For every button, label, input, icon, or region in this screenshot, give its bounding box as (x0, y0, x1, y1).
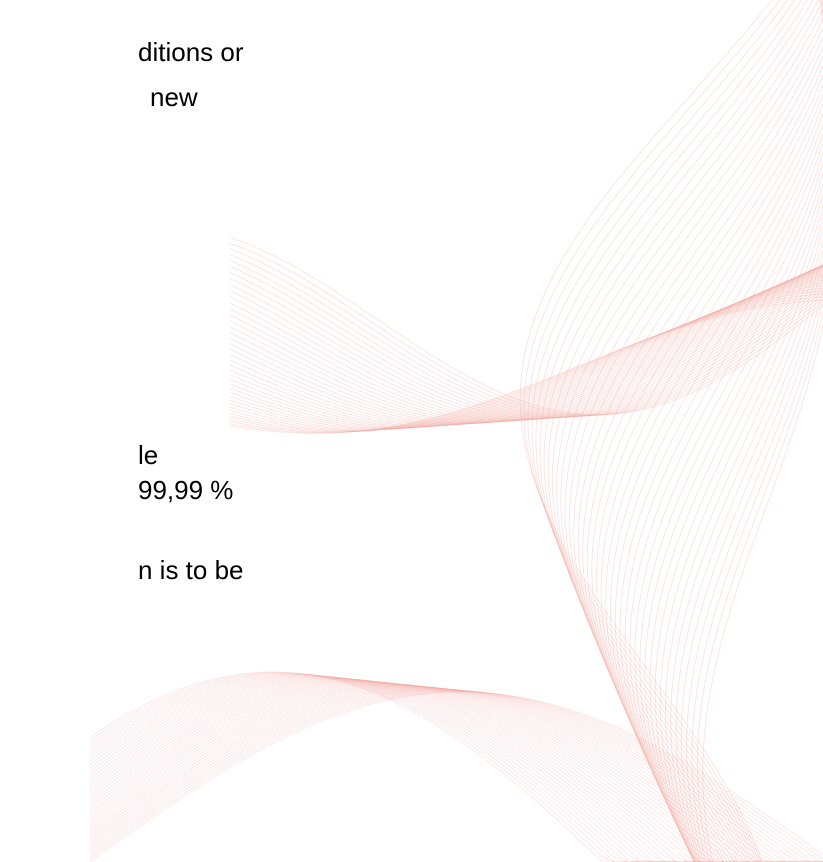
text-line: ditions or (138, 37, 244, 67)
wave-line (697, 0, 823, 862)
wave-line (536, 0, 801, 862)
wave-line (655, 0, 823, 862)
wave-line (90, 673, 823, 862)
wave-line (569, 0, 823, 862)
slide: ditions or new le 99,99 % n is to be (()… (0, 0, 823, 862)
wave-line (230, 270, 823, 427)
wave-line (524, 0, 780, 862)
text-line: new (150, 82, 198, 112)
wave-decoration (0, 0, 823, 862)
text-line: n is to be (138, 555, 244, 585)
wave-line (703, 0, 823, 862)
wave-line (597, 0, 823, 862)
wave-line (666, 0, 823, 862)
wave-line (635, 0, 823, 862)
wave-line (230, 276, 823, 429)
text-line: 99,99 % (138, 475, 233, 505)
wave-line (687, 0, 823, 862)
wave-line (520, 0, 772, 862)
wave-line (230, 280, 823, 430)
text-line: le (138, 440, 158, 470)
wave-line (540, 0, 808, 862)
wave-line (90, 690, 823, 862)
wave-line (532, 0, 795, 862)
